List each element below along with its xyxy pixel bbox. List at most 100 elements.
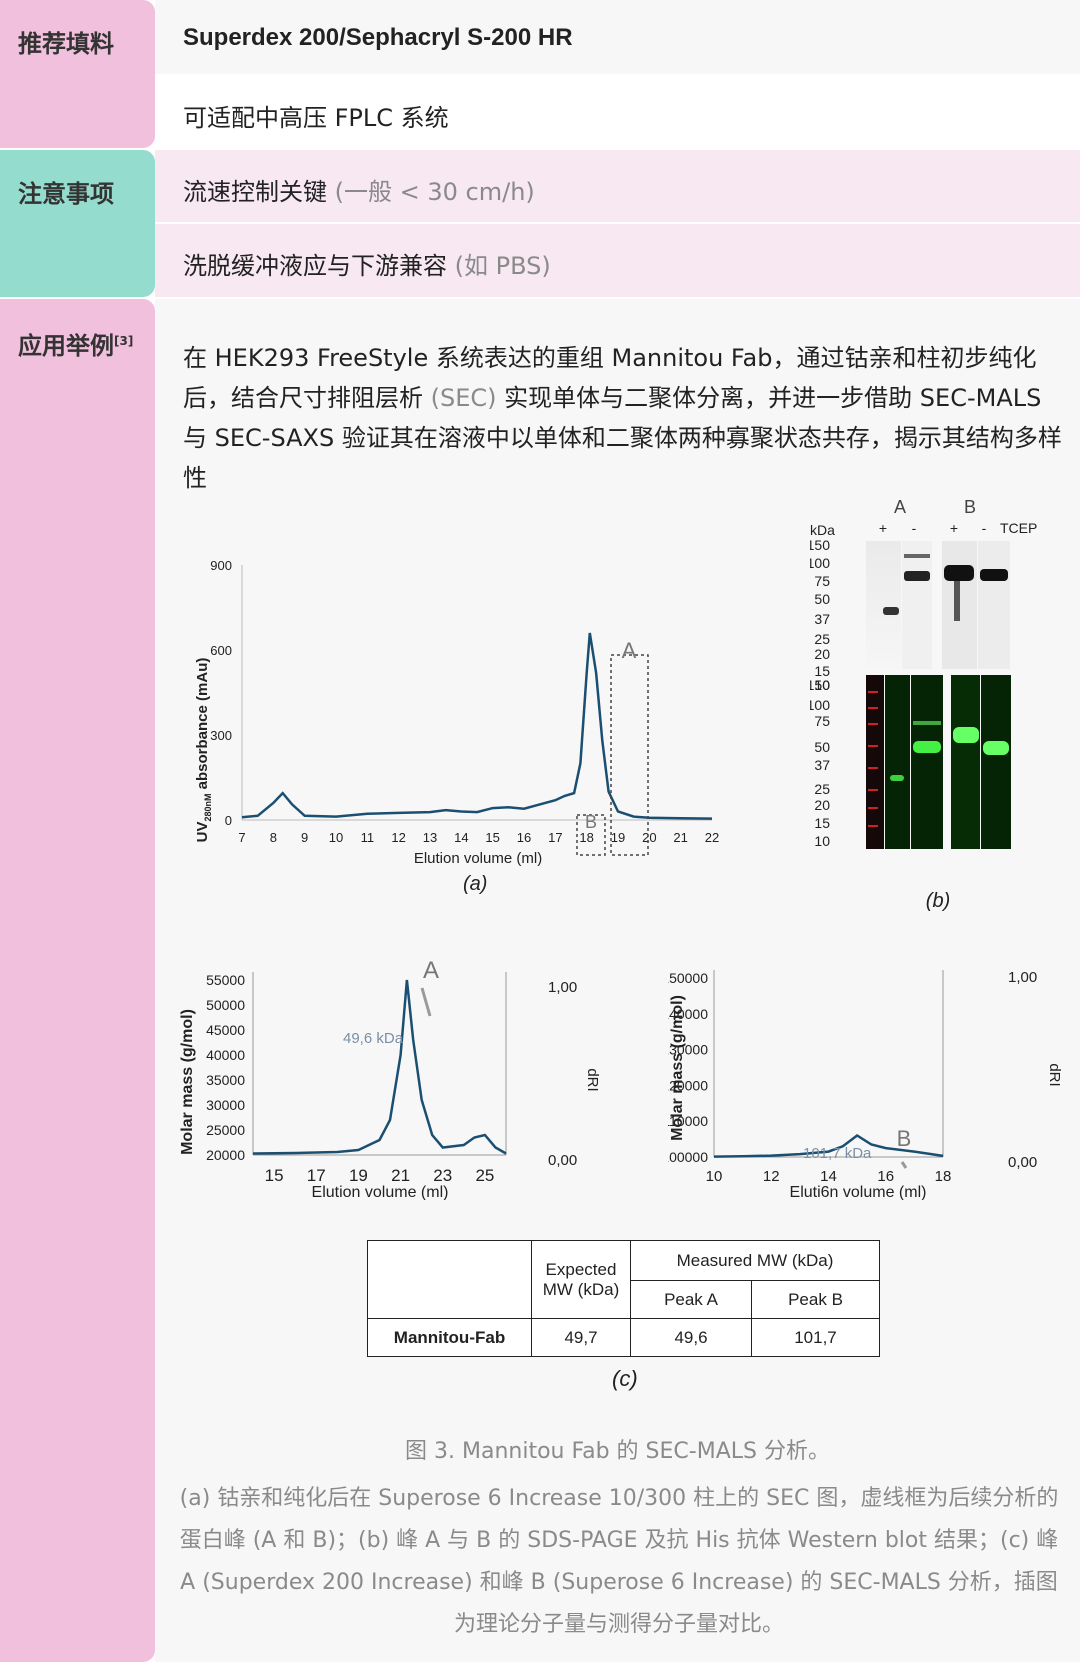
chart-c2-mass-mark [900,1161,908,1169]
chart-c1-annotation: 49,6 kDa [343,1030,404,1047]
chart-a-ytick: 0 [225,813,232,828]
gel-tcep: TCEP [1000,520,1037,536]
chart-c2-xtick: 18 [935,1168,952,1185]
box-a-label: A [622,638,637,663]
gel-marker-bottom: 10 [814,833,830,849]
panel-c-label: (c) [612,1366,638,1391]
chart-c1-right-bottom: 0,00 [548,1152,577,1169]
chart-a-xtick: 12 [391,830,405,845]
panel-a-label: (a) [463,873,487,895]
gel-marker-top: 15 [814,663,830,679]
table-corner [367,1240,532,1319]
gel-marker-bottom: 37 [814,757,830,773]
chart-c2-ytick: 120000 [668,1077,708,1093]
row-packing-1: Superdex 200/Sephacryl S-200 HR [155,0,1080,74]
chart-c2-xticks: 10 12 14 16 18 [706,1168,952,1185]
panel-b-label: (b) [926,890,950,912]
chart-c2-right-top: 1,00 [1008,969,1037,986]
chart-c1-ylabel: Molar mass (g/mol) [179,1009,196,1155]
gel-marker-bottom: 15 [814,815,830,831]
chart-c1-ytick: 25000 [206,1122,245,1138]
chart-c1-xtick: 15 [265,1166,284,1185]
chart-a-xtick: 19 [611,830,625,845]
chart-a-xtick: 8 [270,830,277,845]
chart-c1-ytick: 55000 [206,972,245,988]
packing-name: Superdex 200/Sephacryl S-200 HR [183,24,573,51]
chart-c2-xtick: 16 [877,1168,894,1185]
chart-c1-xtick: 17 [307,1166,326,1185]
table-peak-a-header: Peak A [630,1280,752,1319]
chart-a-xtick: 21 [673,830,687,845]
chart-c1-peak: A [423,957,439,984]
chart-c1-mass-mark [420,987,432,1017]
gel-marker-bottom: 75 [814,713,830,729]
chart-c2-annotation: 101,7 kDa [803,1145,872,1162]
gel-label-b: B [964,497,976,517]
chart-a-ytick: 600 [210,643,232,658]
chart-a-xtick: 13 [423,830,437,845]
gel-marker-bottom: 100 [810,697,830,713]
chart-c1-ytick: 30000 [206,1097,245,1113]
label-example: 应用举例[3] [18,332,134,360]
box-b-label: B [585,812,597,832]
chart-c1-line [252,979,507,1155]
chart-c1-right-label: dRI [584,1068,601,1091]
gel-marker-top: 20 [814,646,830,662]
gel-label-a: A [894,497,906,517]
chart-c1-xticks: 15 17 19 21 23 25 [265,1166,495,1185]
chart-c2-ytick: 130000 [668,1042,708,1058]
gel-marker-top: 100 [810,555,830,571]
chart-c2-xtick: 10 [706,1168,723,1185]
gel-plus-a: + [879,520,887,536]
gel-marker-top: 25 [814,631,830,647]
chart-a: 900 600 300 0 7 8 9 10 11 12 13 14 15 16 17 18 19 20 21 22… [194,560,719,895]
chart-c1-ytick: 40000 [206,1047,245,1063]
gel-minus-b: - [982,520,987,536]
chart-c2-peak: B [897,1126,912,1151]
chart-a-xtick: 14 [454,830,468,845]
chart-a-ytick: 300 [210,728,232,743]
gel-minus-a: - [912,520,917,536]
gel-marker-top: 50 [814,591,830,607]
chart-c2-line [713,1133,944,1158]
chart-a-xlabel: Elution volume (ml) [414,850,542,867]
gel-plus-b: + [950,520,958,536]
chart-a-xtick: 15 [485,830,499,845]
chart-a-xtick: 7 [238,830,245,845]
chart-c1-xtick: 19 [349,1166,368,1185]
note-flow: 流速控制关键 (一般 < 30 cm/h) [183,178,535,206]
label-cell-example [0,299,155,1662]
label-cell-notes [0,150,155,297]
chart-c2-ytick: 140000 [668,1006,708,1022]
gel-kda: kDa [810,522,835,538]
chart-c2-xtick: 14 [820,1168,837,1185]
chart-c1-ytick: 20000 [206,1147,245,1163]
chart-a-axes [241,565,712,821]
chart-a-ytick: 900 [210,560,232,573]
chart-c1-axes [252,972,507,1156]
label-cell-packing [0,0,155,148]
gel-marker-top: 37 [814,611,830,627]
chart-c1-yticks: 55000 50000 45000 40000 35000 30000 25000 20000 [206,972,245,1163]
chart-c1-right-top: 1,00 [548,979,577,996]
label-notes: 注意事项 [18,180,114,208]
gel-marker-bottom: 50 [814,739,830,755]
chart-c1-xtick: 25 [475,1166,494,1185]
chart-c1-xlabel: Elution volume (ml) [312,1184,449,1200]
table-measured-header: Measured MW (kDa) [630,1240,880,1281]
row-notes-1: 流速控制关键 (一般 < 30 cm/h) [155,150,1080,222]
chart-a-xtick: 22 [705,830,719,845]
mw-table: Expected MW (kDa) Measured MW (kDa) Peak … [367,1240,880,1357]
chart-a-line [241,632,713,820]
label-packing: 推荐填料 [18,30,114,58]
gel-marker-bottom: 25 [814,781,830,797]
gel-marker-bottom: 20 [814,797,830,813]
chart-c2-ylabel: Molar mass (g/mol) [669,995,686,1141]
chart-a-xtick: 16 [517,830,531,845]
table-peak-b-header: Peak B [751,1280,880,1319]
chart-c2-ytick: 110000 [668,1113,708,1129]
